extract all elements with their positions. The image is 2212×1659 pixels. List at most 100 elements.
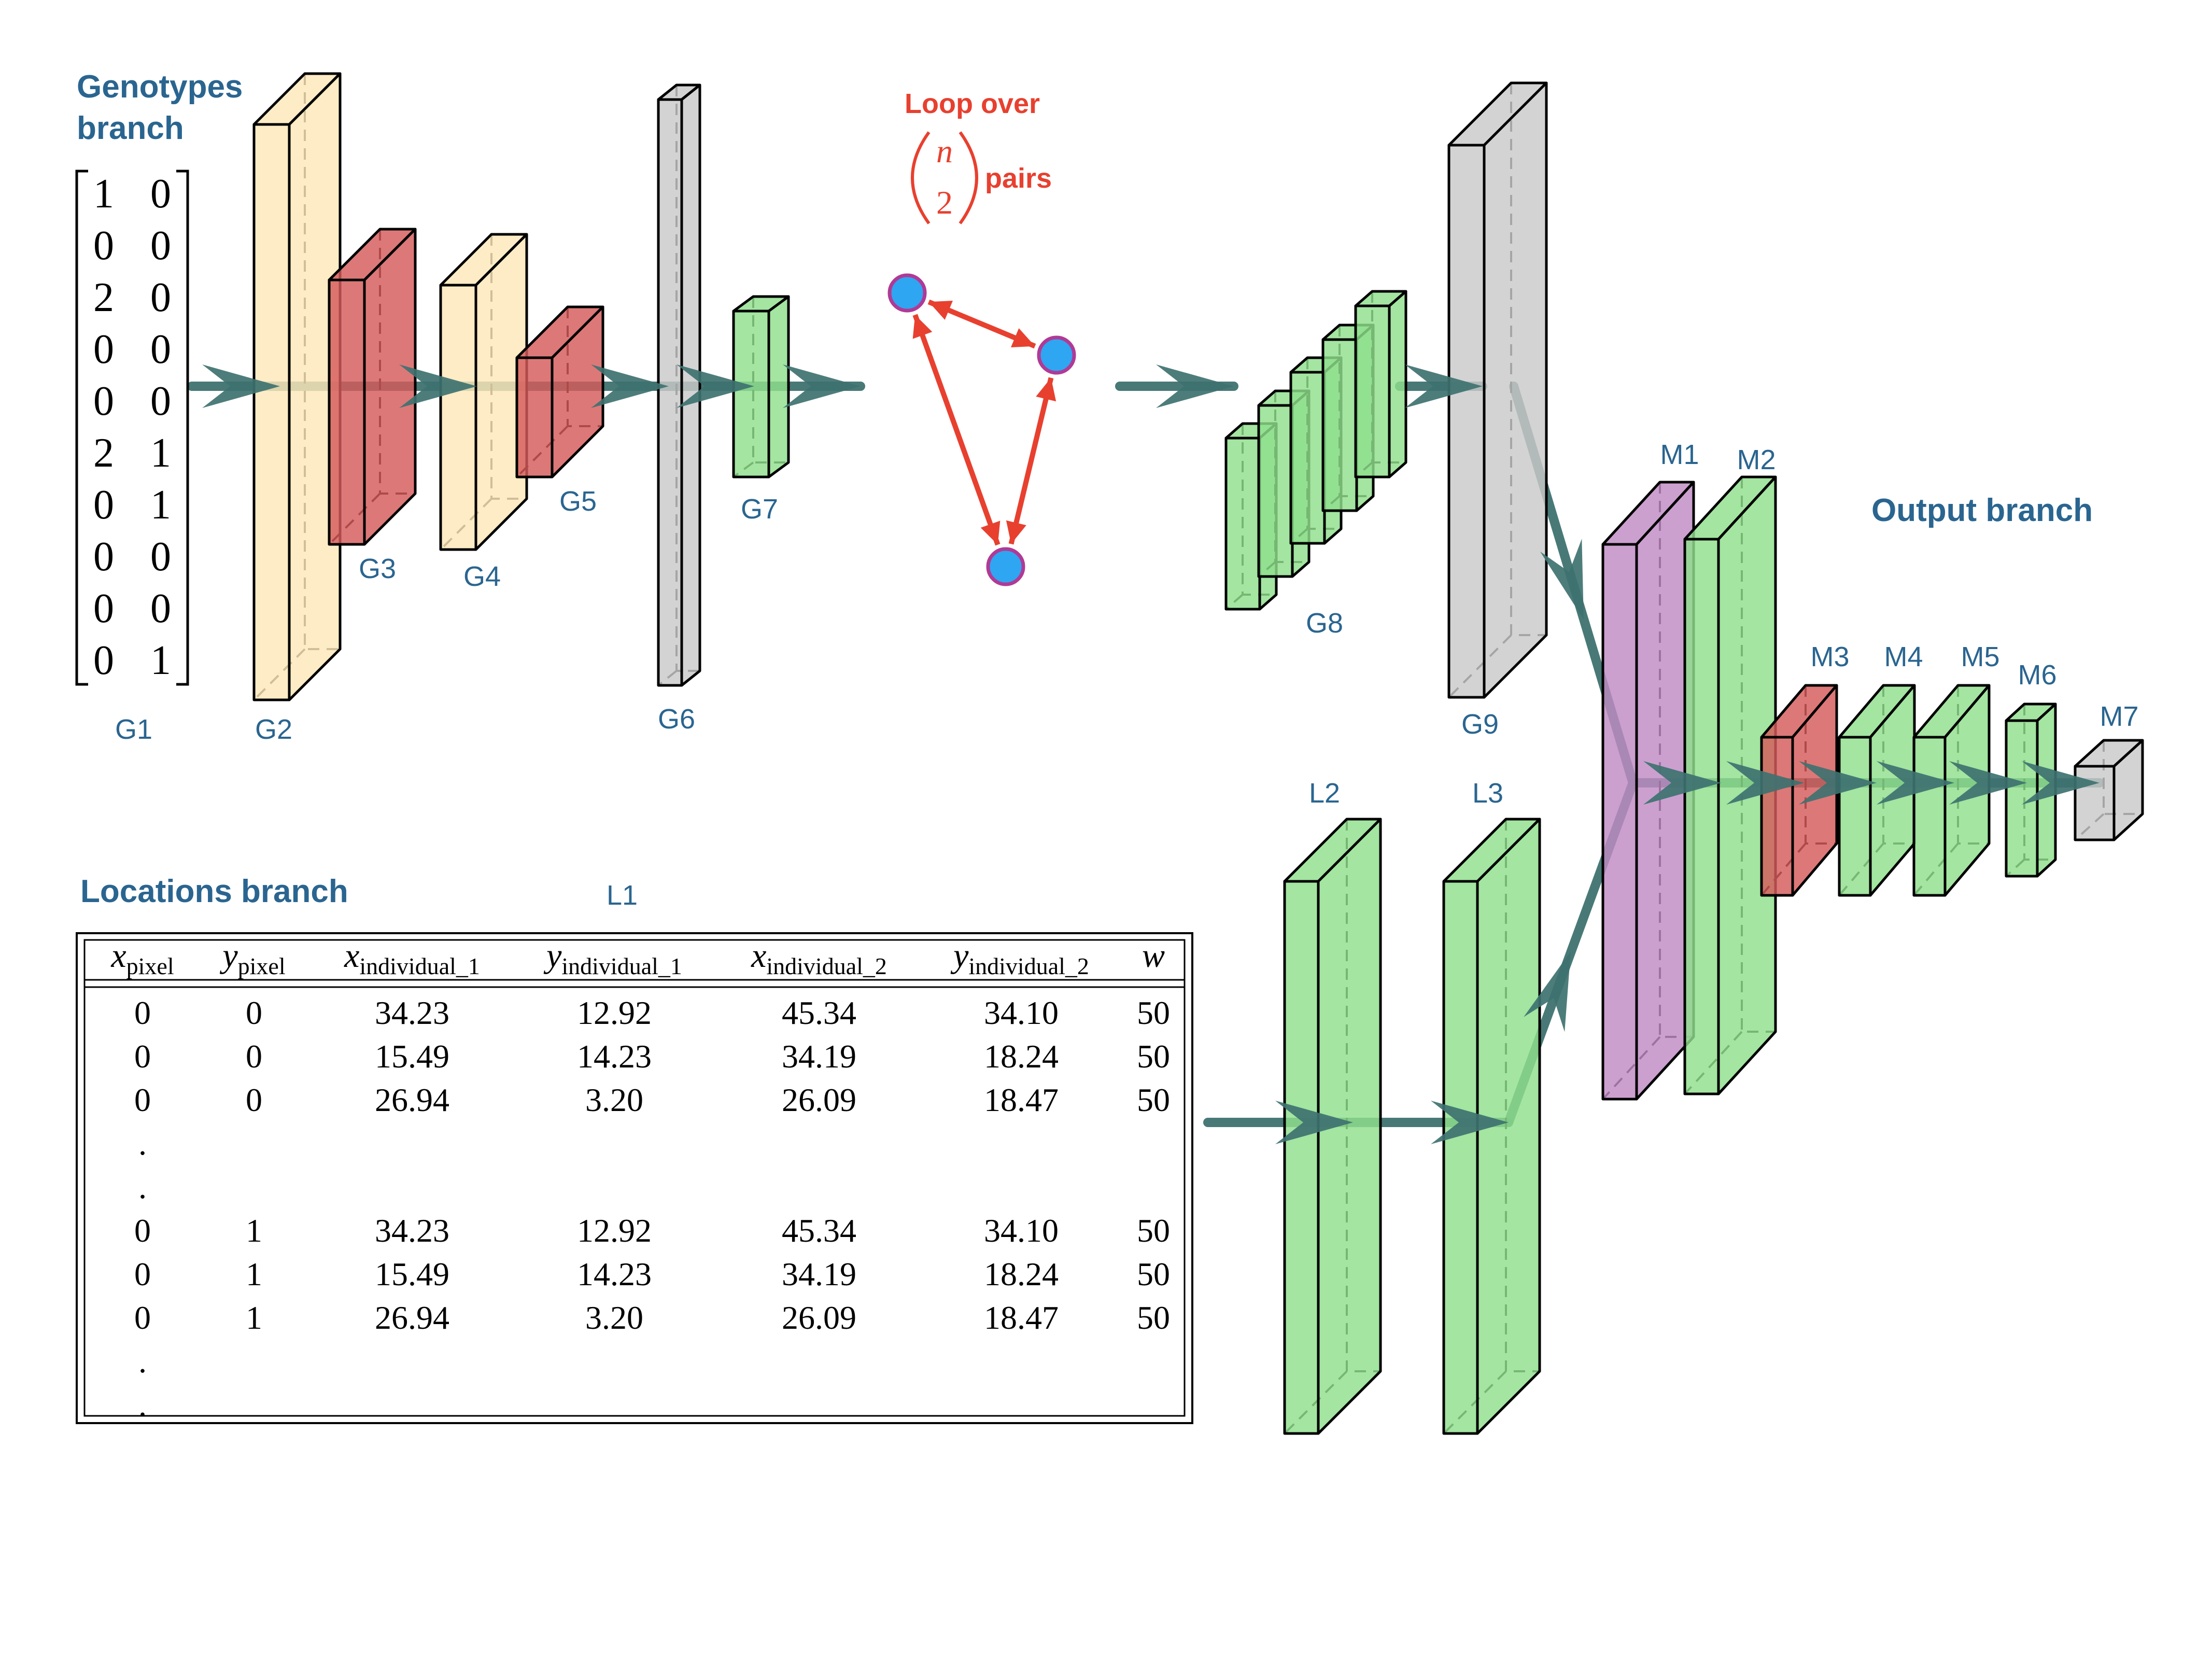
table-cell: 14.23 <box>577 1038 652 1075</box>
arrowhead-g9-down <box>1540 539 1604 626</box>
table-header-cell: xindividual_1 <box>344 937 480 979</box>
label-l3: L3 <box>1472 778 1503 809</box>
table-header-base: y <box>543 937 562 975</box>
matrix-cell: 0 <box>93 327 114 372</box>
matrix-cell: 0 <box>93 534 114 580</box>
table-cell: 26.94 <box>375 1299 449 1336</box>
block-g3 <box>329 229 415 544</box>
table-cell: 18.47 <box>984 1299 1059 1336</box>
block-m5-front-face <box>1914 737 1945 895</box>
binom-n: n <box>936 133 953 170</box>
matrix-right-bracket <box>176 171 188 684</box>
matrix-cell: 0 <box>93 638 114 683</box>
table-header-sub: individual_2 <box>766 953 887 979</box>
table-header-cell: w <box>1142 937 1165 975</box>
table-cell: 34.19 <box>782 1038 856 1075</box>
block-m1-front-face <box>1603 544 1637 1099</box>
matrix-cell: 0 <box>150 586 171 631</box>
table-cell: 45.34 <box>782 1212 856 1249</box>
label-g7: G7 <box>741 494 778 525</box>
pair-arrow-2-3-shaft <box>1011 378 1051 544</box>
table-header-cell: xindividual_2 <box>751 937 887 979</box>
label-m1: M1 <box>1660 439 1699 470</box>
table-header-base: y <box>950 937 969 975</box>
table-cell: 14.23 <box>577 1256 652 1292</box>
matrix-cell: 0 <box>150 378 171 424</box>
block-g5-front-face <box>517 358 552 477</box>
pair-arrow-1-2-head-1 <box>1011 328 1039 356</box>
genotypes-branch-title-line2: branch <box>77 110 184 146</box>
table-cell: 15.49 <box>375 1256 449 1292</box>
table-cell: 50 <box>1137 1081 1170 1118</box>
pairs-label: pairs <box>985 163 1052 194</box>
table-header-cell: yindividual_2 <box>950 937 1089 979</box>
table-cell: 34.19 <box>782 1256 856 1292</box>
block-g8-slab-5 <box>1356 291 1406 477</box>
table-header-base: x <box>344 937 359 975</box>
table-cell: . <box>138 1169 147 1205</box>
table-header-sub: pixel <box>126 953 174 979</box>
table-header-base: y <box>219 937 238 975</box>
table-cell: . <box>138 1343 147 1380</box>
matrix-cell: 1 <box>150 638 171 683</box>
table-cell: 0 <box>134 1299 151 1336</box>
table-cell: 0 <box>246 1081 262 1118</box>
block-g8-slab-1-front-face <box>1226 438 1260 609</box>
table-cell: 0 <box>134 994 151 1031</box>
pair-arrow-2-3 <box>1001 375 1061 546</box>
table-cell: 0 <box>246 1038 262 1075</box>
table-cell: 34.10 <box>984 1212 1059 1249</box>
table-cell: 3.20 <box>585 1081 643 1118</box>
table-cell: 1 <box>246 1212 262 1249</box>
table-cell: 50 <box>1137 1212 1170 1249</box>
label-m2: M2 <box>1737 444 1776 475</box>
label-m7: M7 <box>2100 701 2138 732</box>
table-cell: 50 <box>1137 1256 1170 1292</box>
pair-arrow-1-3-head-2 <box>905 312 932 339</box>
table-cell: 12.92 <box>577 994 652 1031</box>
pair-arrow-1-3-shaft <box>915 315 998 544</box>
table-cell: 26.09 <box>782 1081 856 1118</box>
block-m4-front-face <box>1839 737 1870 895</box>
block-g6-front-face <box>658 100 682 685</box>
matrix-cell: 1 <box>150 482 171 528</box>
matrix-cell: 0 <box>150 534 171 580</box>
pair-arrow-1-3-head-1 <box>981 521 1008 548</box>
block-g8-slab-5-front-face <box>1356 306 1389 477</box>
table-cell: 26.09 <box>782 1299 856 1336</box>
label-g1: G1 <box>115 714 152 745</box>
table-header-sub: pixel <box>238 953 286 979</box>
label-g4: G4 <box>463 561 501 592</box>
table-cell: 15.49 <box>375 1038 449 1075</box>
table-cell: 18.24 <box>984 1038 1059 1075</box>
block-g5 <box>517 307 603 477</box>
table-header-sub: individual_1 <box>359 953 480 979</box>
table-cell: 18.47 <box>984 1081 1059 1118</box>
matrix-cell: 0 <box>93 586 114 631</box>
block-g6-side-face <box>682 85 700 685</box>
label-l1: L1 <box>607 880 638 911</box>
table-cell: 0 <box>134 1212 151 1249</box>
individual-node-3 <box>988 549 1023 584</box>
matrix-cell: 2 <box>93 430 114 476</box>
locations-branch-title: Locations branch <box>80 874 348 909</box>
pair-loop-annotation: Loop over n 2 pairs <box>890 88 1074 584</box>
label-m3: M3 <box>1810 641 1849 672</box>
matrix-cell: 1 <box>150 430 171 476</box>
table-cell: 50 <box>1137 1299 1170 1336</box>
table-cell: 34.23 <box>375 1212 449 1249</box>
block-m7-front-face <box>2075 766 2114 840</box>
matrix-cell: 0 <box>93 223 114 269</box>
matrix-cell: 0 <box>150 275 171 320</box>
genotype-matrix: 1 00 02 00 00 02 10 10 00 00 1 <box>77 171 188 684</box>
table-header-cell: ypixel <box>219 937 285 979</box>
label-l2: L2 <box>1309 778 1340 809</box>
output-branch-title: Output branch <box>1871 493 2093 528</box>
matrix-cell: 2 <box>93 275 114 320</box>
locations-table: xpixel ypixel xindividual_1 yindividual_1 xi… <box>77 933 1192 1423</box>
table-header-sub: individual_2 <box>968 953 1089 979</box>
table-cell: 34.10 <box>984 994 1059 1031</box>
block-g7-front-face <box>734 311 769 477</box>
matrix-cell: 0 <box>150 223 171 269</box>
